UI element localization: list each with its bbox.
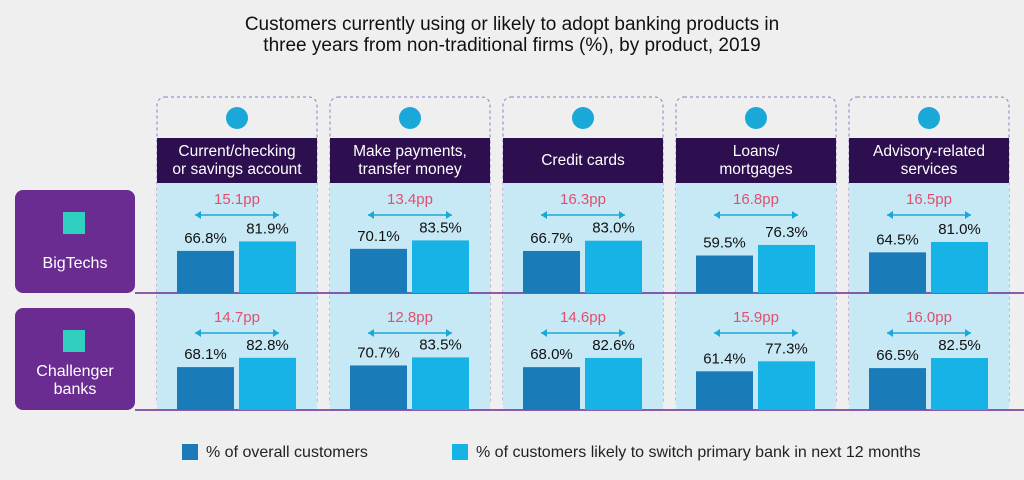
value-label: 83.5% <box>419 336 462 353</box>
bar <box>350 248 407 293</box>
value-label: 83.5% <box>419 219 462 236</box>
bar <box>412 240 469 293</box>
value-label: 61.4% <box>703 350 746 367</box>
column-header <box>157 138 317 183</box>
bar <box>869 368 926 410</box>
value-label: 76.3% <box>765 224 808 241</box>
bar <box>696 255 753 293</box>
difference-label: 16.5pp <box>906 191 952 208</box>
column-label: Loans/ mortgages <box>719 143 793 178</box>
value-label: 68.0% <box>530 346 573 363</box>
bar <box>523 367 580 410</box>
icon <box>745 107 767 129</box>
chart-title: Customers currently using or likely to a… <box>244 14 780 56</box>
value-label: 82.6% <box>592 337 635 354</box>
column-header <box>330 138 490 183</box>
difference-label: 14.6pp <box>560 309 606 326</box>
value-label: 70.7% <box>357 344 400 361</box>
row-label-box <box>15 190 135 293</box>
value-label: 82.8% <box>246 337 289 354</box>
icon <box>226 107 248 129</box>
bar <box>239 357 296 410</box>
column-label: Credit cards <box>541 151 625 169</box>
icon <box>399 107 421 129</box>
bar <box>931 358 988 410</box>
icon <box>572 107 594 129</box>
value-label: 64.5% <box>876 231 919 248</box>
column-header <box>503 138 663 183</box>
value-label: 77.3% <box>765 340 808 357</box>
column-header <box>676 138 836 183</box>
difference-label: 14.7pp <box>214 309 260 326</box>
bar <box>931 241 988 293</box>
bar <box>696 371 753 410</box>
legend-swatch <box>182 444 198 460</box>
difference-label: 16.0pp <box>906 309 952 326</box>
value-label: 81.0% <box>938 221 981 238</box>
legend-label: % of customers likely to switch primary … <box>476 444 921 461</box>
difference-label: 15.9pp <box>733 309 779 326</box>
bar <box>412 357 469 410</box>
row-label-box <box>15 308 135 410</box>
row-icon <box>63 212 85 234</box>
bar <box>758 244 815 293</box>
legend-label: % of overall customers <box>206 444 368 461</box>
bar <box>585 357 642 410</box>
bar <box>758 361 815 410</box>
value-label: 82.5% <box>938 337 981 354</box>
row-icon <box>63 330 85 352</box>
value-label: 81.9% <box>246 220 289 237</box>
column-label: Current/checking or savings account <box>172 143 302 178</box>
bar <box>585 240 642 293</box>
value-label: 68.1% <box>184 346 227 363</box>
column-label: Advisory-related services <box>873 143 985 178</box>
value-label: 83.0% <box>592 220 635 237</box>
legend-swatch <box>452 444 468 460</box>
bar <box>869 252 926 293</box>
row-label: BigTechs <box>42 254 108 272</box>
bar <box>350 365 407 410</box>
value-label: 59.5% <box>703 234 746 251</box>
bar <box>177 367 234 410</box>
difference-label: 13.4pp <box>387 191 433 208</box>
value-label: 66.5% <box>876 347 919 364</box>
difference-label: 16.8pp <box>733 191 779 208</box>
column-header <box>849 138 1009 183</box>
value-label: 70.1% <box>357 228 400 245</box>
bar <box>239 241 296 293</box>
bar <box>523 250 580 293</box>
bar <box>177 250 234 293</box>
row-label: Challenger banks <box>36 363 114 398</box>
difference-label: 15.1pp <box>214 191 260 208</box>
icon <box>918 107 940 129</box>
difference-label: 16.3pp <box>560 191 606 208</box>
difference-label: 12.8pp <box>387 309 433 326</box>
value-label: 66.8% <box>184 230 227 247</box>
column-label: Make payments, transfer money <box>353 143 467 178</box>
value-label: 66.7% <box>530 230 573 247</box>
